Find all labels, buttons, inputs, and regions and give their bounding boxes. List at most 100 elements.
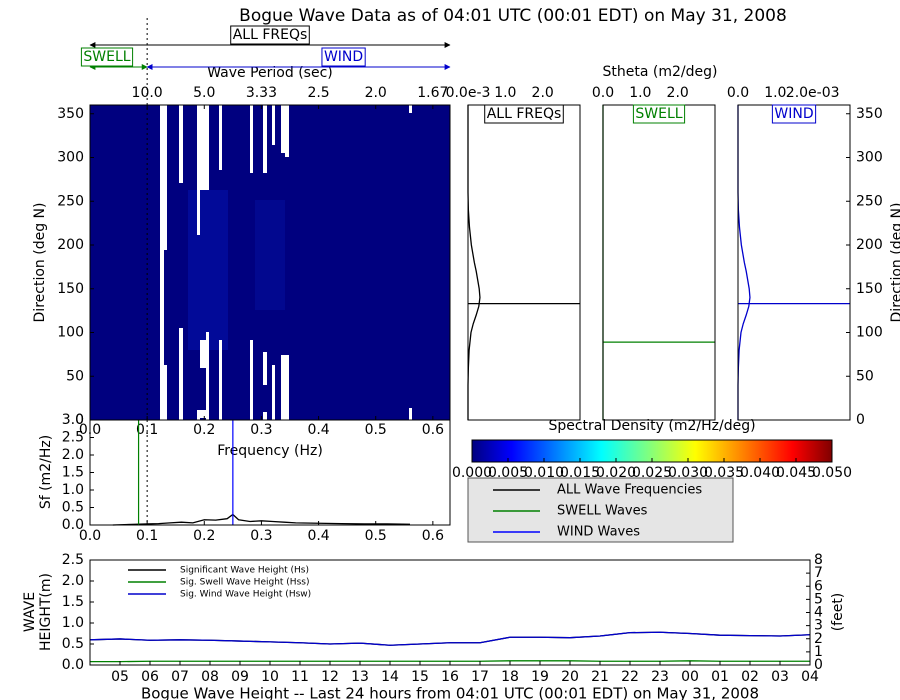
x-tick-label: 5.0: [193, 85, 215, 101]
chart-title: Bogue Wave Data as of 04:01 UTC (00:01 E…: [239, 6, 787, 26]
y-tick-label: 50: [856, 368, 874, 384]
y-tick-label: 1.0: [62, 615, 84, 631]
x-tick-label: 1.0: [629, 85, 651, 101]
y-axis-label: HEIGHT(m): [38, 573, 54, 651]
y-tick-label: 1.5: [62, 594, 84, 610]
x-tick-label: 0.030: [668, 465, 708, 481]
y-tick-label: 0.5: [62, 500, 84, 516]
label-box: [771, 104, 817, 124]
x-tick-label: 0.0: [727, 85, 749, 101]
x-tick-label: 10: [261, 669, 279, 685]
x-tick-label: 15: [411, 669, 429, 685]
x-tick-label: 0.0e-3: [446, 85, 491, 101]
x-tick-label: 0.015: [560, 465, 600, 481]
y-tick-label: 2.5: [62, 430, 84, 446]
x-tick-label: 0.050: [812, 465, 852, 481]
legend-label: Sig. Swell Wave Height (Hss): [180, 578, 309, 588]
x-axis-label: Frequency (Hz): [217, 443, 323, 459]
label: WIND: [324, 49, 363, 65]
x-tick-label: 0.5: [365, 422, 387, 438]
y2-axis-label: (feet): [830, 593, 846, 632]
y-axis-label: WAVE: [22, 592, 38, 632]
y-tick-label: 350: [57, 106, 84, 122]
y-tick-label: 3: [814, 618, 823, 634]
y-tick-label: 150: [856, 281, 883, 297]
y-tick-label: 350: [856, 106, 883, 122]
label-box: [321, 47, 366, 67]
y-tick-label: 3.0: [62, 412, 84, 428]
x-tick-label: 1.67: [417, 85, 448, 101]
y-axis-label-right: Direction (deg N): [889, 203, 900, 323]
label: SWELL: [83, 49, 130, 65]
x-tick-label: 0.0: [79, 528, 101, 544]
x-tick-label: 05: [111, 669, 129, 685]
label: ALL FREQs: [233, 27, 308, 43]
x-tick-label: 0.1: [136, 528, 158, 544]
profile-line: [737, 105, 751, 420]
label-box: [484, 104, 564, 124]
x-tick-label: 11: [291, 669, 309, 685]
y-tick-label: 2: [814, 631, 823, 647]
y-tick-label: 0.5: [62, 636, 84, 652]
x-tick-label: 0.3: [250, 422, 272, 438]
y-tick-label: 2.5: [62, 552, 84, 568]
x-tick-label: 1.0: [494, 85, 516, 101]
x-tick-label: 03: [771, 669, 789, 685]
y-tick-label: 300: [57, 150, 84, 166]
x-tick-label: 0.005: [488, 465, 528, 481]
x-tick-label: 20: [561, 669, 579, 685]
x-tick-label: 0.025: [632, 465, 672, 481]
x-tick-label: 09: [231, 669, 249, 685]
height-line: [89, 631, 811, 646]
legend-label: ALL Wave Frequencies: [557, 483, 702, 498]
x-tick-label: 2.0: [532, 85, 554, 101]
y-tick-label: 1.0: [62, 482, 84, 498]
x-tick-label: 0.040: [740, 465, 780, 481]
x-tick-label: 0.000: [452, 465, 492, 481]
x-tick-label: 0.6: [422, 422, 444, 438]
x-tick-label: 0.2: [193, 528, 215, 544]
x-tick-label: 00: [681, 669, 699, 685]
y-tick-label: 2.0: [62, 447, 84, 463]
x-tick-label: 19: [531, 669, 549, 685]
x-tick-label: 17: [471, 669, 489, 685]
y-tick-label: 100: [57, 325, 84, 341]
x-tick-label: 04: [801, 669, 819, 685]
x-tick-label: 3.33: [246, 85, 277, 101]
colorbar-title: Spectral Density (m2/Hz/deg): [548, 418, 755, 434]
y-tick-label: 6: [814, 578, 823, 594]
label: WIND: [774, 106, 813, 122]
y-axis-label: Sf (m2/Hz): [38, 435, 54, 509]
x-tick-label: 22: [621, 669, 639, 685]
x-tick-label: 13: [351, 669, 369, 685]
y-tick-label: 150: [57, 281, 84, 297]
label: ALL FREQs: [487, 106, 562, 122]
plot-frame: [89, 559, 811, 666]
plot-frame: [737, 104, 851, 421]
y-tick-label: 1: [814, 644, 823, 660]
y-tick-label: 200: [57, 237, 84, 253]
heatmap-image: [90, 105, 450, 420]
x-tick-label: 2.0e-03: [786, 85, 840, 101]
x-tick-label: 0.6: [422, 528, 444, 544]
x-tick-label: 0.5: [365, 528, 387, 544]
legend-label: Sig. Wind Wave Height (Hsw): [180, 590, 311, 600]
x-tick-label: 0.035: [704, 465, 744, 481]
y-tick-label: 1.5: [62, 465, 84, 481]
y-tick-label: 0: [75, 412, 84, 428]
y-tick-label: 250: [57, 193, 84, 209]
x-axis-title: Bogue Wave Height -- Last 24 hours from …: [141, 685, 759, 700]
x-tick-label: 0.020: [596, 465, 636, 481]
y-tick-label: 300: [856, 150, 883, 166]
profile-line: [467, 105, 481, 420]
plot-frame: [467, 104, 581, 421]
x-tick-label: 0.045: [776, 465, 816, 481]
y-tick-label: 5: [814, 591, 823, 607]
y-tick-label: 0.0: [62, 517, 84, 533]
label: SWELL: [635, 106, 682, 122]
x-tick-label: 0.3: [250, 528, 272, 544]
y-tick-label: 50: [66, 368, 84, 384]
x-tick-label: 02: [741, 669, 759, 685]
plot-frame: [602, 104, 716, 421]
y-tick-label: 8: [814, 552, 823, 568]
